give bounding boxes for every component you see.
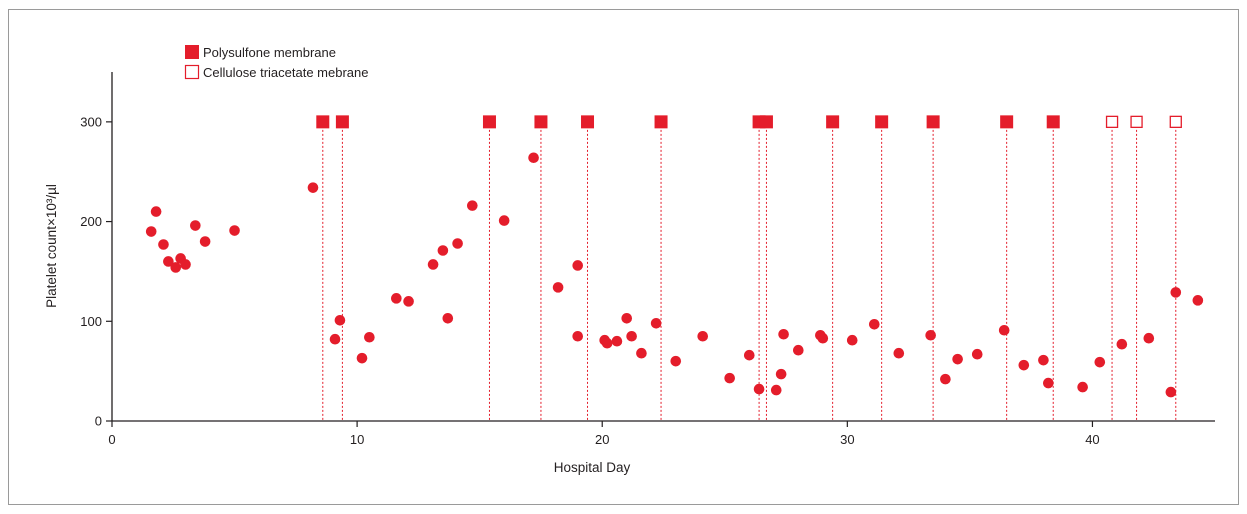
- polysulfone-marker: [316, 115, 330, 129]
- platelet-point: [163, 256, 174, 267]
- platelet-point: [199, 236, 211, 247]
- y-tick-label: 0: [95, 414, 102, 429]
- platelet-point: [150, 206, 162, 217]
- platelet-point: [145, 226, 157, 237]
- platelet-point: [611, 335, 623, 347]
- platelet-point: [572, 330, 584, 342]
- platelet-point: [846, 334, 858, 346]
- legend-filled-square-icon: [185, 45, 199, 59]
- chart-frame: 0 10 20 30 40 0 100 200 300 Hospital Day Platele…: [8, 9, 1239, 505]
- platelet-point: [1094, 356, 1106, 368]
- cellulose-triacetate-marker: [1105, 115, 1119, 129]
- platelet-point: [572, 260, 584, 271]
- polysulfone-marker: [654, 115, 668, 129]
- membrane-dashed-lines: [322, 121, 1177, 421]
- platelet-point: [364, 331, 375, 343]
- platelet-point: [552, 282, 564, 293]
- platelet-point: [1165, 386, 1177, 398]
- polysulfone-marker: [826, 115, 840, 129]
- platelet-point: [621, 312, 633, 324]
- platelet-point: [1116, 338, 1128, 350]
- y-axis-title: Platelet count×10³/µl: [44, 184, 59, 308]
- x-axis-title: Hospital Day: [554, 460, 631, 475]
- x-tick-label: 10: [350, 432, 364, 447]
- platelet-point: [170, 262, 182, 273]
- platelet-point: [952, 353, 963, 365]
- polysulfone-marker: [1046, 115, 1060, 129]
- polysulfone-marker: [926, 115, 940, 129]
- platelet-point: [229, 225, 240, 236]
- platelet-point: [778, 328, 789, 340]
- platelet-point: [307, 182, 319, 193]
- platelet-point: [793, 344, 804, 356]
- platelet-chart: 0 10 20 30 40 0 100 200 300 Hospital Day Platele…: [44, 45, 1215, 475]
- platelet-point: [498, 215, 510, 226]
- platelet-point: [158, 239, 169, 250]
- legend: Polysulfone membrane Cellulose triacetat…: [184, 45, 368, 80]
- platelet-point: [650, 317, 662, 329]
- platelet-point: [452, 238, 463, 249]
- platelet-points: [145, 152, 1204, 398]
- polysulfone-marker: [1000, 115, 1014, 129]
- y-tick-label: 200: [80, 214, 102, 229]
- platelet-point: [724, 372, 735, 384]
- platelet-point: [442, 312, 454, 324]
- platelet-point: [697, 330, 709, 342]
- platelet-point: [180, 259, 191, 270]
- polysulfone-marker: [482, 115, 496, 129]
- platelet-point: [817, 332, 829, 344]
- platelet-point: [329, 333, 341, 345]
- platelet-point: [940, 373, 951, 385]
- platelet-point: [925, 329, 936, 341]
- platelet-point: [770, 384, 782, 396]
- axis-ticks: 0 10 20 30 40 0 100 200 300: [80, 114, 1099, 447]
- platelet-point: [403, 296, 414, 307]
- platelet-point: [1043, 377, 1054, 389]
- platelet-point: [1077, 381, 1088, 393]
- platelet-point: [427, 259, 439, 270]
- polysulfone-marker: [534, 115, 548, 129]
- x-tick-label: 20: [595, 432, 609, 447]
- x-tick-label: 30: [840, 432, 854, 447]
- platelet-point: [356, 352, 368, 364]
- platelet-point: [753, 383, 765, 395]
- platelet-point: [775, 368, 787, 380]
- platelet-point: [636, 347, 647, 359]
- polysulfone-marker: [875, 115, 889, 129]
- platelet-point: [626, 330, 637, 342]
- platelet-point: [601, 337, 613, 349]
- x-tick-label: 40: [1085, 432, 1099, 447]
- legend-open-square-icon: [184, 64, 200, 80]
- legend-label-polysulfone: Polysulfone membrane: [203, 45, 336, 60]
- platelet-point: [334, 314, 346, 326]
- polysulfone-marker: [759, 115, 773, 129]
- cellulose-triacetate-marker: [1169, 115, 1182, 129]
- platelet-point: [1018, 359, 1030, 371]
- platelet-point: [893, 347, 905, 359]
- cellulose-triacetate-marker: [1130, 115, 1143, 129]
- x-tick-label: 0: [108, 432, 115, 447]
- platelet-point: [1143, 332, 1155, 344]
- platelet-point: [998, 324, 1010, 336]
- platelet-point: [190, 220, 201, 231]
- polysulfone-marker: [335, 115, 349, 129]
- platelet-point: [1038, 354, 1049, 366]
- platelet-point: [1170, 287, 1182, 298]
- platelet-point: [971, 348, 983, 360]
- platelet-point: [528, 152, 539, 164]
- y-tick-label: 300: [80, 114, 102, 129]
- platelet-point: [391, 293, 402, 304]
- platelet-point: [868, 318, 880, 330]
- membrane-markers: [316, 115, 1182, 129]
- platelet-point: [670, 355, 682, 367]
- platelet-point: [437, 245, 449, 256]
- legend-label-cellulose: Cellulose triacetate mebrane: [203, 65, 368, 80]
- platelet-point: [1192, 295, 1204, 306]
- polysulfone-marker: [581, 115, 595, 129]
- y-tick-label: 100: [80, 314, 102, 329]
- platelet-point: [743, 349, 755, 361]
- platelet-point: [467, 200, 478, 211]
